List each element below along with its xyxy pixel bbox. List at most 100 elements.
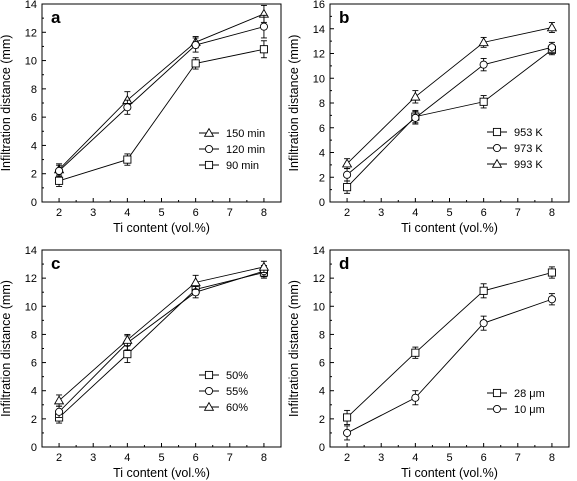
data-point xyxy=(547,295,556,304)
y-axis-title: Infiltration distance (mm) xyxy=(287,35,301,172)
legend: 50% 55% 60% xyxy=(199,370,248,414)
y-tick-label: 2 xyxy=(31,169,37,181)
y-tick-label: 12 xyxy=(313,49,325,61)
x-tick-label: 8 xyxy=(261,207,267,219)
legend-marker xyxy=(204,386,214,396)
y-tick-label: 0 xyxy=(319,442,325,454)
legend: 28 μm 10 μm xyxy=(487,388,545,416)
y-tick-label: 12 xyxy=(25,273,37,285)
y-tick-label: 14 xyxy=(25,245,37,257)
y-tick-label: 0 xyxy=(319,197,325,209)
x-tick-label: 6 xyxy=(193,452,199,464)
legend-marker xyxy=(492,388,502,398)
legend-entry: 60% xyxy=(226,402,248,414)
y-tick-label: 10 xyxy=(313,301,325,313)
plot-frame xyxy=(329,3,570,203)
x-tick-label: 8 xyxy=(549,452,555,464)
legend-entry: 50% xyxy=(226,370,248,382)
legend-marker xyxy=(203,401,215,411)
data-point xyxy=(55,166,64,175)
series-square xyxy=(55,40,268,187)
data-point xyxy=(343,183,352,192)
x-tick-label: 3 xyxy=(90,207,96,219)
y-tick-label: 8 xyxy=(31,329,37,341)
data-point xyxy=(53,395,65,405)
legend-entry: 120 min xyxy=(226,144,265,156)
y-tick-label: 8 xyxy=(31,84,37,96)
x-tick-label: 2 xyxy=(56,207,62,219)
data-point xyxy=(546,22,558,32)
data-point xyxy=(411,393,420,402)
x-tick-label: 7 xyxy=(515,207,521,219)
legend-entry: 28 μm xyxy=(514,388,545,400)
x-tick-label: 6 xyxy=(193,207,199,219)
data-point xyxy=(123,103,132,112)
y-tick-label: 14 xyxy=(313,24,325,36)
series-line xyxy=(346,46,553,176)
series-line xyxy=(58,26,265,172)
legend-marker xyxy=(204,370,214,380)
chart-panel-c: 2 3 4 5 6 7 8 0 2 4 6 8 10 12 14 Ti content (vol.%) Infi… xyxy=(0,245,282,480)
plot-frame xyxy=(41,3,282,203)
data-point xyxy=(341,158,353,168)
y-tick-label: 10 xyxy=(25,301,37,313)
y-tick-label: 8 xyxy=(319,329,325,341)
data-point xyxy=(259,22,268,31)
data-point xyxy=(258,261,270,271)
data-point xyxy=(479,319,488,328)
x-axis-title: Ti content (vol.%) xyxy=(113,221,210,235)
data-point xyxy=(547,43,556,52)
legend-entry: 55% xyxy=(226,386,248,398)
x-tick-label: 2 xyxy=(344,207,350,219)
series-line xyxy=(346,49,553,188)
y-tick-label: 6 xyxy=(319,358,325,370)
x-tick-label: 8 xyxy=(549,207,555,219)
legend-entry: 10 μm xyxy=(514,404,545,416)
series-line xyxy=(346,272,553,418)
data-point xyxy=(478,37,489,47)
x-tick-label: 3 xyxy=(90,452,96,464)
data-point xyxy=(122,334,133,344)
series-circle xyxy=(343,41,556,182)
series-square xyxy=(343,44,556,194)
y-tick-label: 2 xyxy=(31,414,37,426)
legend-marker xyxy=(204,144,214,154)
series-circle xyxy=(55,14,268,177)
data-point xyxy=(410,91,421,101)
x-tick-label: 2 xyxy=(344,452,350,464)
x-axis-title: Ti content (vol.%) xyxy=(401,466,498,480)
plot-frame xyxy=(41,249,282,448)
x-tick-label: 4 xyxy=(412,207,418,219)
legend-marker xyxy=(203,127,215,137)
x-tick-label: 7 xyxy=(515,452,521,464)
legend-marker xyxy=(204,160,214,170)
x-tick-label: 7 xyxy=(227,207,233,219)
data-point xyxy=(55,407,64,416)
data-point xyxy=(191,40,200,50)
data-point xyxy=(547,268,556,277)
legend-marker xyxy=(492,143,502,153)
data-point xyxy=(479,60,488,69)
legend-marker xyxy=(492,127,502,137)
series-circle xyxy=(343,293,556,441)
series-line xyxy=(58,266,265,401)
y-tick-label: 14 xyxy=(313,245,325,257)
x-tick-label: 6 xyxy=(481,207,487,219)
series-square xyxy=(55,266,268,424)
y-tick-label: 14 xyxy=(25,0,37,11)
panel-label: c xyxy=(51,254,60,273)
x-tick-label: 4 xyxy=(412,452,418,464)
y-tick-label: 12 xyxy=(25,27,37,39)
plot-frame xyxy=(329,249,570,448)
series-line xyxy=(58,48,265,182)
x-tick-label: 4 xyxy=(124,207,130,219)
y-tick-label: 4 xyxy=(319,386,325,398)
x-axis-title: Ti content (vol.%) xyxy=(401,221,498,235)
y-tick-label: 4 xyxy=(31,140,37,152)
y-axis-title: Infiltration distance (mm) xyxy=(287,280,301,417)
y-tick-label: 12 xyxy=(313,273,325,285)
y-axis-title: Infiltration distance (mm) xyxy=(0,280,13,417)
y-tick-label: 6 xyxy=(31,358,37,370)
y-tick-label: 6 xyxy=(319,123,325,135)
